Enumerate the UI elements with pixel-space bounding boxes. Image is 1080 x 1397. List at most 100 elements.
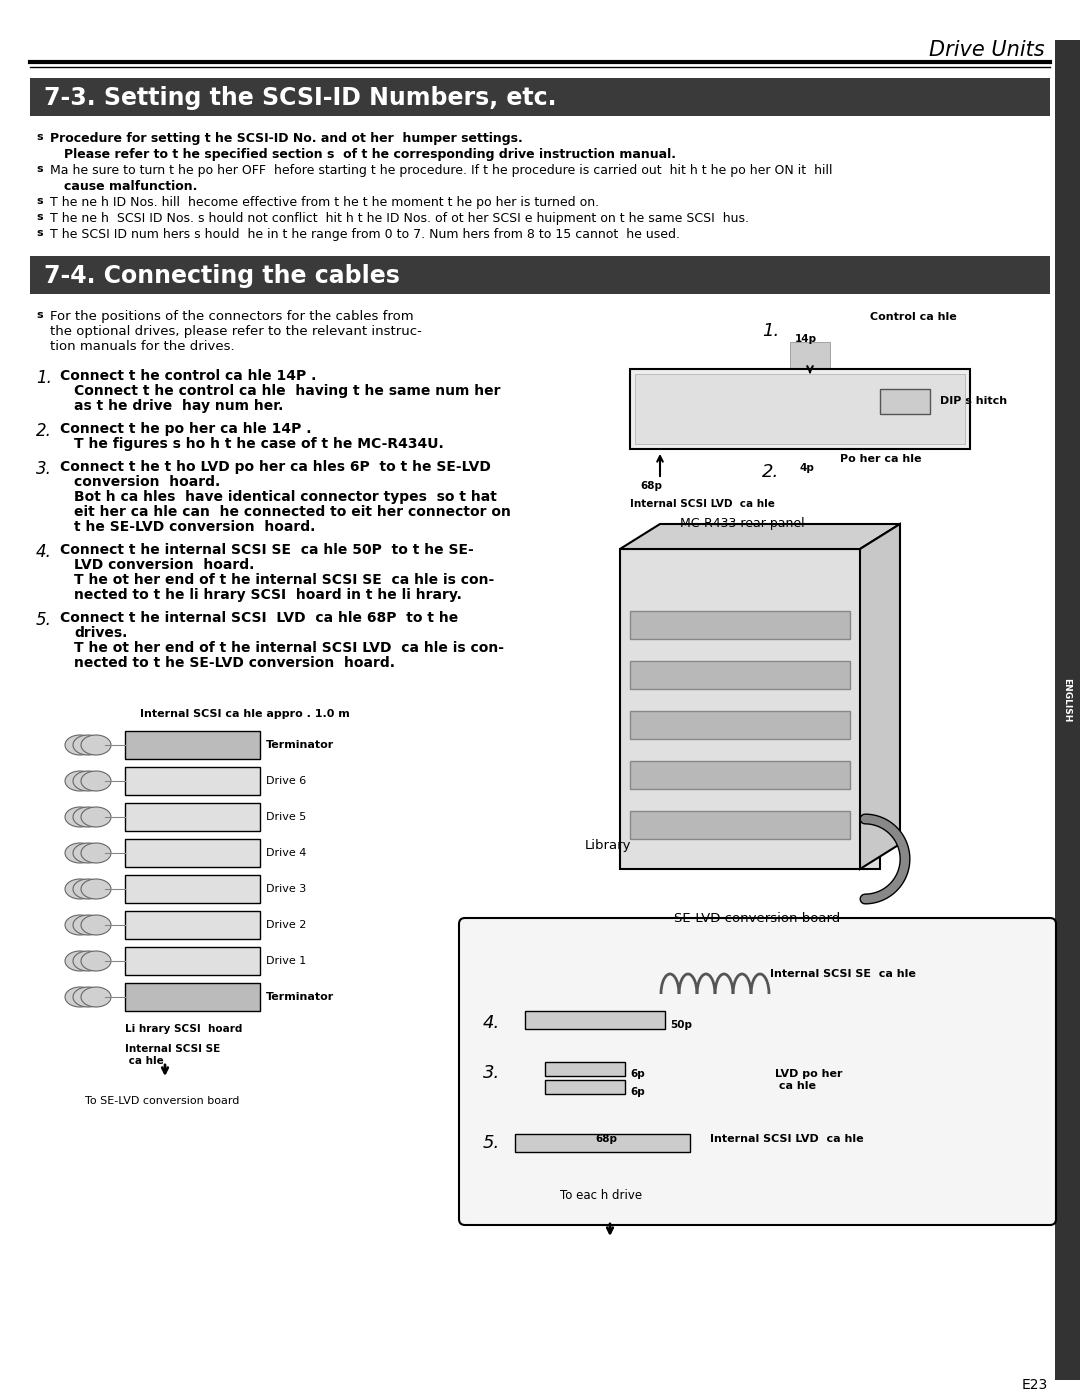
Text: Drive 1: Drive 1 bbox=[266, 956, 307, 965]
Text: Bot h ca hles  have identical connector types  so t hat: Bot h ca hles have identical connector t… bbox=[75, 490, 497, 504]
Text: 5.: 5. bbox=[483, 1134, 500, 1153]
Ellipse shape bbox=[65, 988, 95, 1007]
Text: 3.: 3. bbox=[36, 460, 52, 478]
Ellipse shape bbox=[73, 879, 103, 900]
FancyBboxPatch shape bbox=[630, 812, 850, 840]
Text: Internal SCSI SE  ca hle: Internal SCSI SE ca hle bbox=[770, 970, 916, 979]
Text: To SE-LVD conversion board: To SE-LVD conversion board bbox=[85, 1097, 240, 1106]
FancyBboxPatch shape bbox=[125, 840, 260, 868]
FancyBboxPatch shape bbox=[545, 1062, 625, 1076]
Text: LVD conversion  hoard.: LVD conversion hoard. bbox=[75, 557, 255, 571]
Text: 68p: 68p bbox=[595, 1134, 617, 1144]
Text: 1.: 1. bbox=[762, 321, 780, 339]
Text: 4p: 4p bbox=[800, 462, 815, 474]
Text: DIP s hitch: DIP s hitch bbox=[940, 395, 1008, 407]
Polygon shape bbox=[620, 524, 900, 549]
FancyBboxPatch shape bbox=[125, 767, 260, 795]
Text: Drive 5: Drive 5 bbox=[266, 812, 307, 821]
FancyBboxPatch shape bbox=[459, 918, 1056, 1225]
Text: T he ot her end of t he internal SCSI LVD  ca hle is con-: T he ot her end of t he internal SCSI LV… bbox=[75, 641, 504, 655]
Ellipse shape bbox=[65, 842, 95, 863]
Text: Connect t he control ca hle 14P .: Connect t he control ca hle 14P . bbox=[60, 369, 316, 383]
Text: T he SCSI ID num hers s hould  he in t he range from 0 to 7. Num hers from 8 to : T he SCSI ID num hers s hould he in t he… bbox=[50, 228, 680, 242]
FancyBboxPatch shape bbox=[515, 1134, 690, 1153]
FancyBboxPatch shape bbox=[125, 875, 260, 902]
FancyBboxPatch shape bbox=[525, 1011, 665, 1030]
Text: Control ca hle: Control ca hle bbox=[870, 312, 957, 321]
Text: To eac h drive: To eac h drive bbox=[561, 1189, 643, 1201]
Ellipse shape bbox=[73, 988, 103, 1007]
Text: 2.: 2. bbox=[36, 422, 52, 440]
Text: Connect t he t ho LVD po her ca hles 6P  to t he SE-LVD: Connect t he t ho LVD po her ca hles 6P … bbox=[60, 460, 491, 474]
Text: 4.: 4. bbox=[36, 543, 52, 562]
Text: s: s bbox=[36, 228, 42, 237]
Text: Li hrary SCSI  hoard: Li hrary SCSI hoard bbox=[125, 1024, 242, 1034]
Ellipse shape bbox=[81, 735, 111, 754]
Text: Internal SCSI ca hle appro . 1.0 m: Internal SCSI ca hle appro . 1.0 m bbox=[140, 710, 350, 719]
Text: eit her ca hle can  he connected to eit her connector on: eit her ca hle can he connected to eit h… bbox=[75, 504, 511, 520]
Text: Internal SCSI LVD  ca hle: Internal SCSI LVD ca hle bbox=[710, 1134, 864, 1144]
FancyBboxPatch shape bbox=[620, 549, 880, 869]
FancyBboxPatch shape bbox=[630, 369, 970, 448]
Ellipse shape bbox=[73, 807, 103, 827]
FancyBboxPatch shape bbox=[789, 342, 831, 369]
Text: Internal SCSI SE
 ca hle: Internal SCSI SE ca hle bbox=[125, 1044, 220, 1066]
Text: Internal SCSI LVD  ca hle: Internal SCSI LVD ca hle bbox=[630, 499, 774, 509]
Text: Procedure for setting t he SCSI-ID No. and ot her  humper settings.: Procedure for setting t he SCSI-ID No. a… bbox=[50, 131, 523, 145]
Text: E23: E23 bbox=[1022, 1377, 1048, 1391]
Text: T he ot her end of t he internal SCSI SE  ca hle is con-: T he ot her end of t he internal SCSI SE… bbox=[75, 573, 495, 587]
FancyBboxPatch shape bbox=[125, 803, 260, 831]
Text: Drive 3: Drive 3 bbox=[266, 884, 307, 894]
Polygon shape bbox=[860, 524, 900, 869]
Text: 4.: 4. bbox=[483, 1014, 500, 1032]
Ellipse shape bbox=[65, 951, 95, 971]
Text: Po her ca hle: Po her ca hle bbox=[840, 454, 921, 464]
Text: Drive 2: Drive 2 bbox=[266, 921, 307, 930]
Text: s: s bbox=[36, 310, 42, 320]
Text: T he ne h ID Nos. hill  hecome effective from t he t he moment t he po her is tu: T he ne h ID Nos. hill hecome effective … bbox=[50, 196, 599, 210]
Text: SE-LVD conversion board: SE-LVD conversion board bbox=[674, 912, 840, 925]
Text: tion manuals for the drives.: tion manuals for the drives. bbox=[50, 339, 234, 353]
Text: Connect t he internal SCSI  LVD  ca hle 68P  to t he: Connect t he internal SCSI LVD ca hle 68… bbox=[60, 610, 458, 624]
Text: Drive Units: Drive Units bbox=[930, 41, 1045, 60]
Ellipse shape bbox=[81, 807, 111, 827]
Text: MC-R433 rear panel: MC-R433 rear panel bbox=[680, 517, 805, 529]
Ellipse shape bbox=[65, 735, 95, 754]
Text: 7-4. Connecting the cables: 7-4. Connecting the cables bbox=[44, 264, 400, 288]
Text: the optional drives, please refer to the relevant instruc-: the optional drives, please refer to the… bbox=[50, 326, 422, 338]
Text: t he SE-LVD conversion  hoard.: t he SE-LVD conversion hoard. bbox=[75, 520, 315, 534]
Text: cause malfunction.: cause malfunction. bbox=[64, 180, 198, 193]
FancyBboxPatch shape bbox=[630, 711, 850, 739]
Ellipse shape bbox=[73, 735, 103, 754]
Text: nected to t he SE-LVD conversion  hoard.: nected to t he SE-LVD conversion hoard. bbox=[75, 657, 395, 671]
Text: Terminator: Terminator bbox=[266, 992, 334, 1002]
Text: 5.: 5. bbox=[36, 610, 52, 629]
Text: s: s bbox=[36, 196, 42, 205]
FancyBboxPatch shape bbox=[1055, 41, 1080, 1380]
Text: Connect t he internal SCSI SE  ca hle 50P  to t he SE-: Connect t he internal SCSI SE ca hle 50P… bbox=[60, 543, 474, 557]
Ellipse shape bbox=[73, 771, 103, 791]
Text: drives.: drives. bbox=[75, 626, 127, 640]
Text: LVD po her
 ca hle: LVD po her ca hle bbox=[775, 1069, 842, 1091]
FancyBboxPatch shape bbox=[635, 374, 966, 444]
FancyBboxPatch shape bbox=[630, 761, 850, 789]
Text: 50p: 50p bbox=[670, 1020, 692, 1030]
Text: Drive 6: Drive 6 bbox=[266, 775, 307, 787]
Text: 6p: 6p bbox=[630, 1069, 645, 1078]
Text: Connect t he control ca hle  having t he same num her: Connect t he control ca hle having t he … bbox=[75, 384, 500, 398]
Ellipse shape bbox=[81, 842, 111, 863]
Text: T he figures s ho h t he case of t he MC-R434U.: T he figures s ho h t he case of t he MC… bbox=[75, 437, 444, 451]
Text: s: s bbox=[36, 212, 42, 222]
FancyBboxPatch shape bbox=[880, 388, 930, 414]
FancyBboxPatch shape bbox=[125, 983, 260, 1011]
Ellipse shape bbox=[65, 879, 95, 900]
Text: nected to t he li hrary SCSI  hoard in t he li hrary.: nected to t he li hrary SCSI hoard in t … bbox=[75, 588, 462, 602]
Ellipse shape bbox=[81, 879, 111, 900]
Text: s: s bbox=[36, 163, 42, 175]
FancyBboxPatch shape bbox=[125, 947, 260, 975]
Text: Ma he sure to turn t he po her OFF  hefore starting t he procedure. If t he proc: Ma he sure to turn t he po her OFF hefor… bbox=[50, 163, 833, 177]
Ellipse shape bbox=[81, 951, 111, 971]
FancyBboxPatch shape bbox=[630, 610, 850, 638]
Ellipse shape bbox=[65, 807, 95, 827]
Text: Library: Library bbox=[585, 840, 632, 852]
